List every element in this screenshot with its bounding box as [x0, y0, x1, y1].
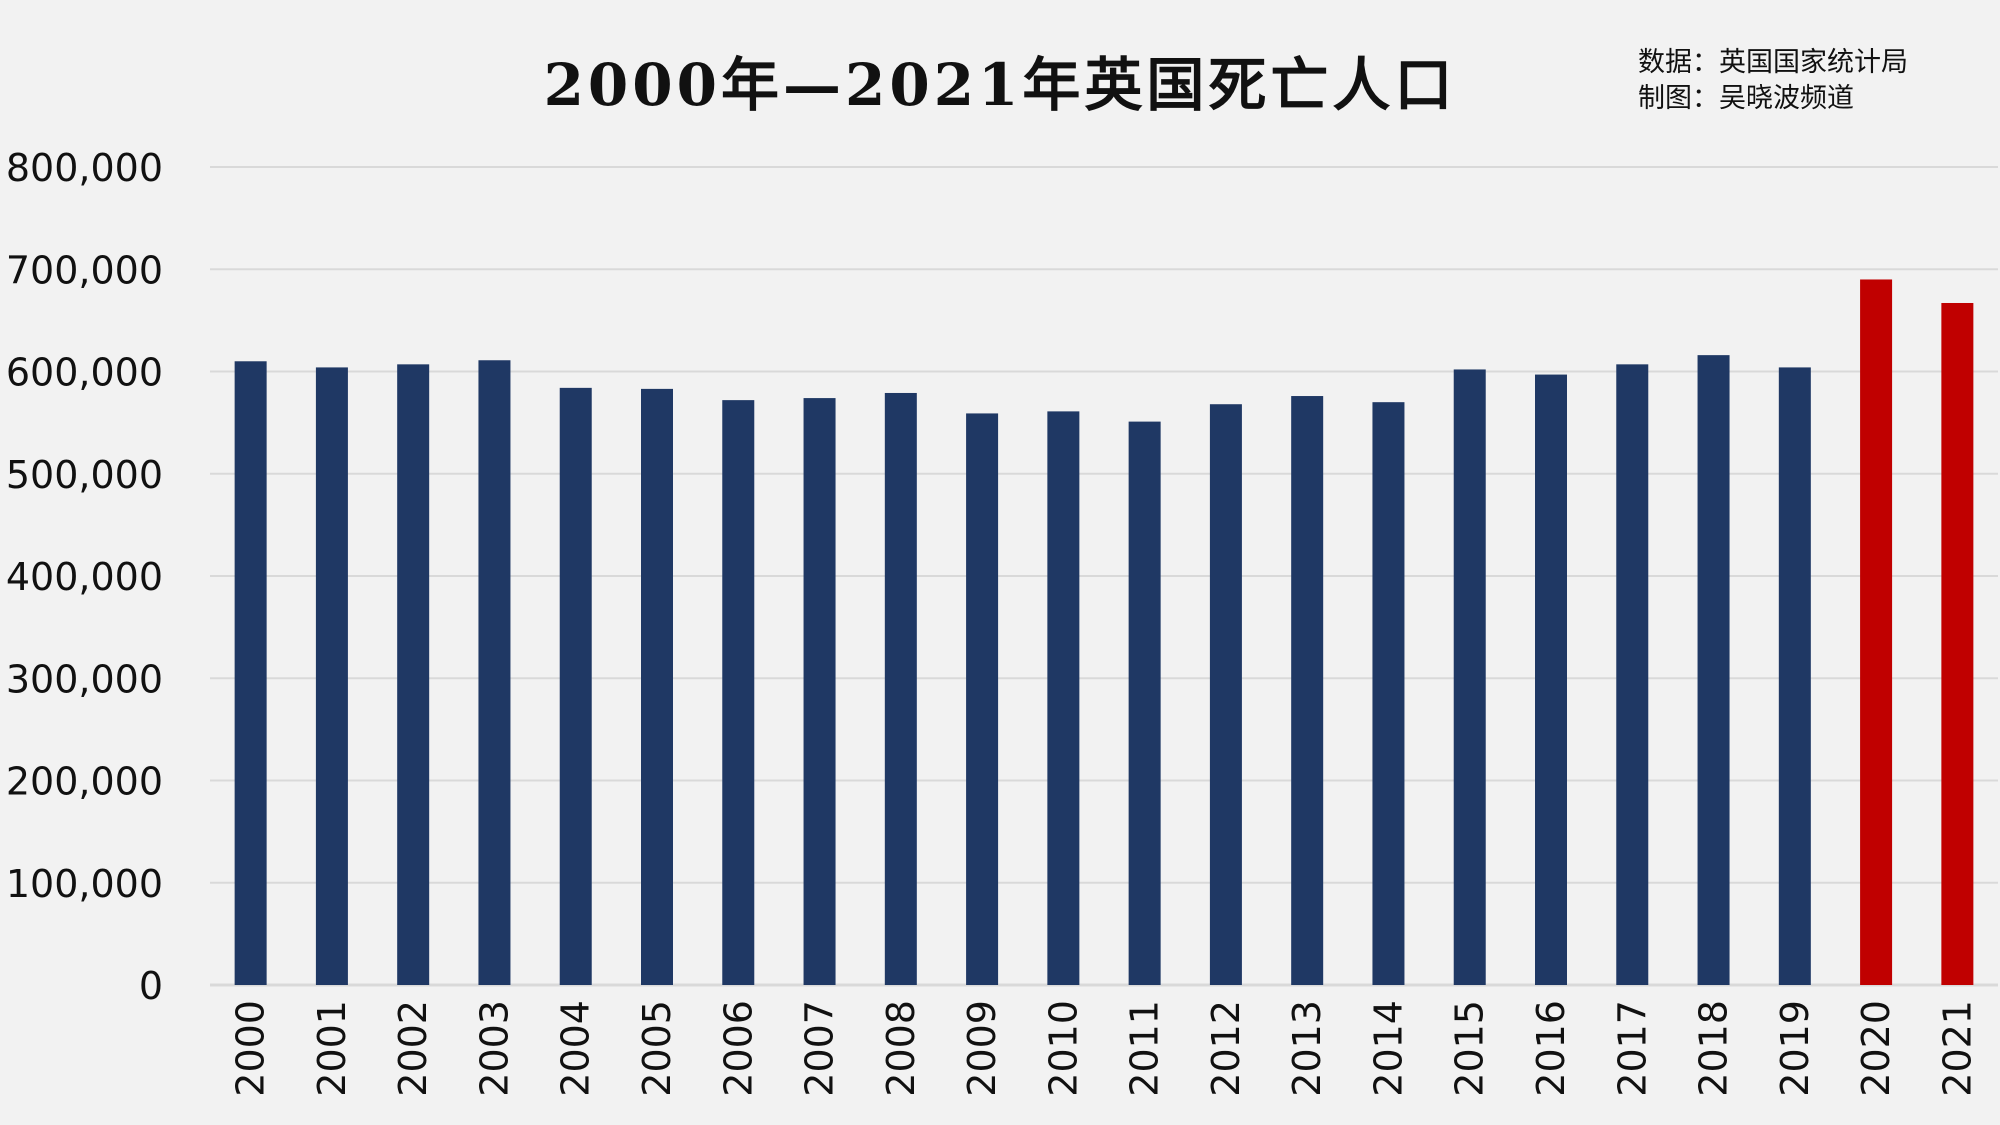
- bar-2018: [1697, 355, 1730, 985]
- bar-2017: [1616, 364, 1649, 985]
- bar-2008: [884, 392, 917, 985]
- y-tick-label: 200,000: [6, 760, 163, 804]
- y-tick-label: 600,000: [6, 351, 163, 395]
- x-tick-label: 2001: [310, 1000, 354, 1097]
- bar-2006: [722, 400, 755, 985]
- x-tick-label: 2000: [229, 1000, 273, 1097]
- x-tick-label: 2006: [716, 1000, 760, 1097]
- x-tick-label: 2009: [960, 1000, 1004, 1097]
- y-axis-ticks: 0 100,000 200,000 300,000 400,000 500,000 600,…: [6, 146, 163, 1008]
- y-tick-label: 700,000: [6, 248, 163, 292]
- x-tick-label: 2003: [472, 1000, 516, 1097]
- x-tick-label: 2019: [1773, 1000, 1817, 1097]
- x-tick-label: 2015: [1448, 1000, 1492, 1097]
- bar-2014: [1372, 402, 1405, 985]
- y-tick-label: 300,000: [6, 657, 163, 701]
- source-note: 数据：英国国家统计局: [1638, 47, 1908, 78]
- bar-2019: [1778, 367, 1811, 985]
- bar-2007: [803, 398, 836, 986]
- bar-2005: [641, 388, 673, 985]
- bar-2001: [315, 367, 348, 985]
- x-tick-label: 2004: [554, 1000, 598, 1097]
- x-tick-label: 2016: [1529, 1000, 1573, 1097]
- x-tick-label: 2013: [1285, 1000, 1329, 1097]
- y-tick-label: 800,000: [6, 146, 163, 190]
- x-tick-label: 2005: [635, 1000, 679, 1097]
- x-tick-label: 2012: [1204, 1000, 1248, 1097]
- y-tick-label: 100,000: [6, 862, 163, 906]
- y-tick-label: 400,000: [6, 555, 163, 599]
- y-tick-label: 0: [139, 964, 163, 1008]
- bar-2016: [1535, 374, 1567, 985]
- bar-2010: [1047, 411, 1080, 985]
- bar-2009: [966, 413, 999, 985]
- x-tick-label: 2020: [1854, 1000, 1898, 1097]
- bar-2020: [1860, 279, 1893, 986]
- x-tick-label: 2014: [1366, 1000, 1410, 1097]
- x-tick-label: 2002: [391, 1000, 435, 1097]
- bar-2013: [1291, 396, 1324, 985]
- bar-2003: [478, 360, 511, 985]
- bar-2015: [1453, 369, 1486, 986]
- x-axis-ticks: 2000 2001 2002 2003 2004 2005 2006 2007 2008 2009…: [229, 1000, 1980, 1097]
- x-tick-label: 2007: [798, 1000, 842, 1097]
- x-tick-label: 2008: [879, 1000, 923, 1097]
- bar-2000: [234, 361, 267, 985]
- bars: [234, 279, 1974, 986]
- x-tick-label: 2011: [1123, 1000, 1167, 1097]
- bar-2002: [397, 364, 430, 985]
- x-tick-label: 2017: [1610, 1000, 1654, 1097]
- x-tick-label: 2018: [1692, 1000, 1736, 1097]
- bar-2004: [559, 387, 592, 985]
- bar-2011: [1128, 421, 1161, 985]
- credit-note: 制图：吴晓波频道: [1638, 83, 1854, 114]
- x-tick-label: 2021: [1935, 1000, 1979, 1097]
- bar-2021: [1941, 302, 1974, 985]
- grid-lines: [210, 166, 1998, 987]
- bar-2012: [1209, 404, 1242, 986]
- chart-title: 2000年—2021年英国死亡人口: [543, 51, 1457, 119]
- y-tick-label: 500,000: [6, 453, 163, 497]
- x-tick-label: 2010: [1041, 1000, 1085, 1097]
